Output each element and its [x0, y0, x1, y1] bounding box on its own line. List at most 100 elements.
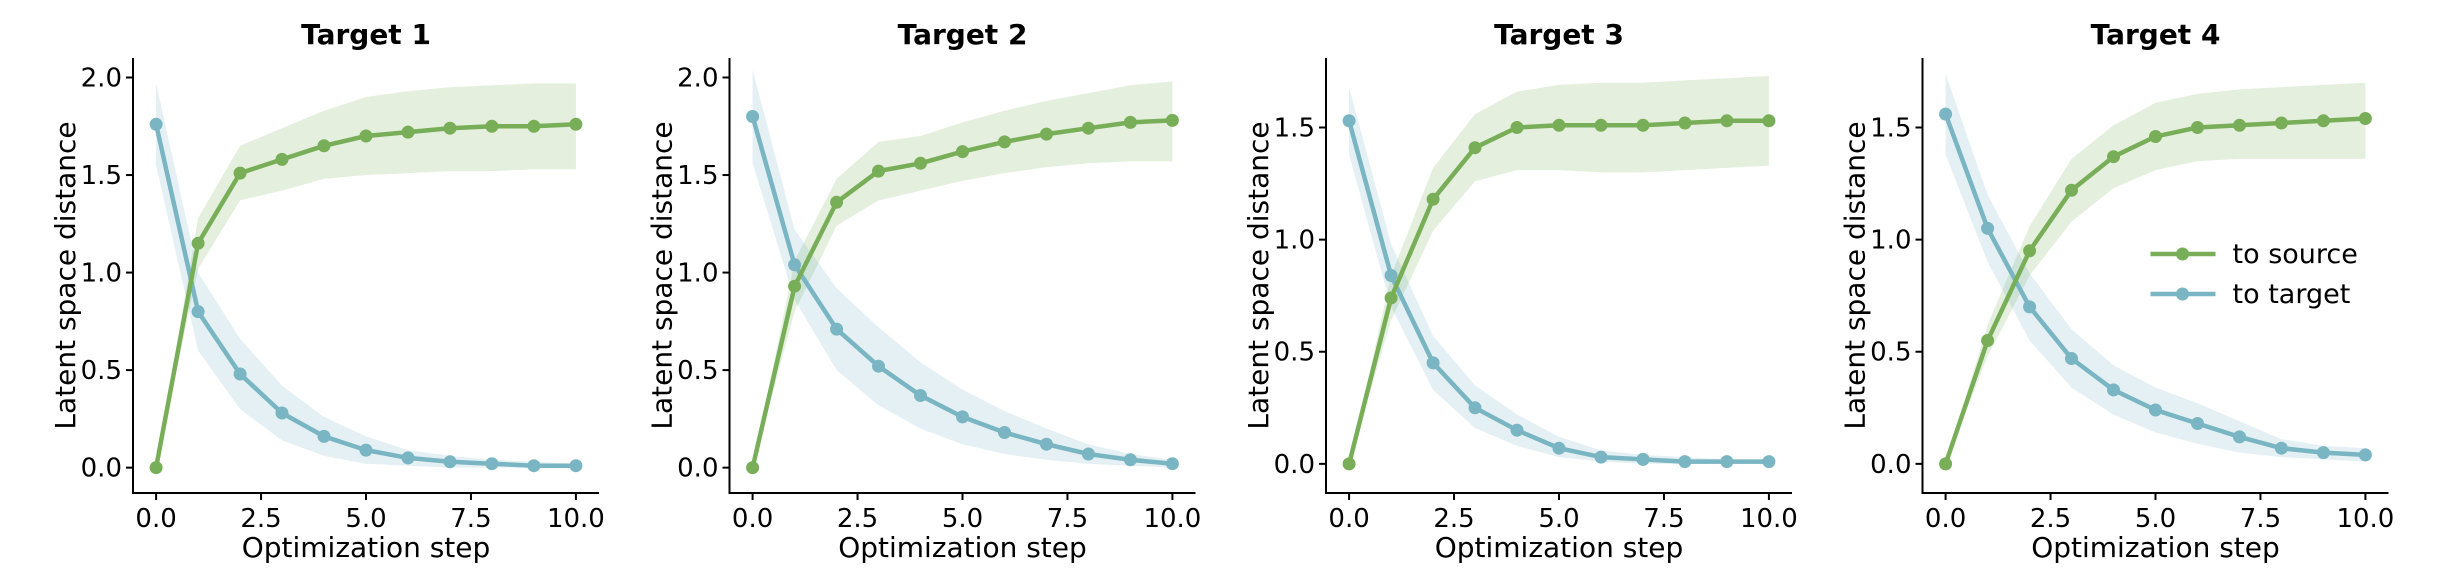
point-to-target — [746, 110, 760, 123]
x-tick-label: 5.0 — [942, 504, 983, 534]
point-to-target — [1678, 455, 1692, 469]
chart-panel-1: 0.0 0.5 1.0 1.5 2.0 0.0 2.5 5.0 7.5 10.0 Target 1 O… — [49, 18, 605, 564]
legend-marker — [2176, 247, 2189, 261]
y-tick-label: 2.0 — [677, 64, 718, 94]
point-to-target — [527, 459, 541, 473]
y-tick-label: 0.5 — [1274, 338, 1315, 368]
point-to-source — [485, 119, 499, 133]
band-to-source — [156, 83, 576, 468]
x-tick-label: 10.0 — [1740, 504, 1798, 534]
x-tick-label: 2.5 — [2030, 504, 2071, 534]
legend-item-to-target: to target — [2150, 279, 2350, 310]
point-to-source — [1081, 121, 1095, 135]
point-to-source — [2023, 244, 2037, 258]
x-axis-label: Optimization step — [1435, 531, 1684, 564]
point-to-source — [1510, 121, 1524, 134]
panel-title: Target 4 — [2091, 18, 2221, 51]
point-to-target — [914, 389, 927, 402]
point-to-source — [1636, 118, 1650, 132]
point-to-target — [2023, 300, 2037, 314]
point-to-target — [1939, 107, 1953, 121]
y-axis-label: Latent space distance — [1839, 121, 1872, 429]
point-to-target — [788, 258, 802, 272]
band-to-target — [1349, 87, 1769, 464]
panel-title: Target 3 — [1494, 18, 1624, 51]
point-to-source — [2316, 114, 2330, 128]
y-tick-label: 1.0 — [677, 259, 718, 289]
legend-marker — [2176, 287, 2189, 301]
x-tick-label: 10.0 — [2336, 504, 2394, 534]
panel-title: Target 1 — [301, 18, 431, 51]
point-to-target — [1762, 455, 1776, 469]
x-tick-label: 2.5 — [240, 504, 281, 534]
point-to-target — [443, 455, 457, 469]
y-tick-label: 1.0 — [1274, 226, 1315, 256]
point-to-source — [1426, 192, 1440, 206]
point-to-target — [233, 367, 247, 381]
axes-spines — [132, 58, 599, 494]
point-to-source — [1762, 114, 1776, 128]
point-to-target — [1426, 356, 1440, 370]
point-to-source — [1165, 113, 1179, 127]
point-to-source — [443, 121, 457, 135]
point-to-source — [2065, 183, 2078, 197]
y-tick-label: 0.0 — [1870, 450, 1911, 480]
point-to-target — [2274, 441, 2288, 455]
x-axis-label: Optimization step — [838, 531, 1087, 564]
y-tick-label: 0.5 — [1870, 338, 1911, 368]
point-to-source — [1939, 457, 1953, 471]
band-to-source — [1349, 75, 1769, 464]
x-axis-label: Optimization step — [242, 531, 491, 564]
legend-item-to-source: to source — [2150, 239, 2358, 270]
point-to-source — [275, 152, 289, 166]
point-to-target — [1552, 441, 1566, 455]
x-tick-label: 0.0 — [135, 504, 176, 534]
point-to-target — [1081, 447, 1095, 461]
chart-panel-2: 0.0 0.5 1.0 1.5 2.0 0.0 2.5 5.0 7.5 10.0 Target 2 O… — [646, 18, 1202, 564]
line-to-target — [153, 122, 579, 468]
point-to-source — [233, 166, 247, 180]
point-to-source — [401, 125, 415, 139]
point-to-source — [914, 156, 927, 170]
point-to-source — [2149, 130, 2162, 143]
point-to-target — [1636, 452, 1650, 466]
y-tick-label: 1.0 — [81, 259, 122, 289]
x-tick-label: 0.0 — [732, 504, 773, 534]
band-to-source — [752, 81, 1173, 468]
point-to-source — [1552, 118, 1566, 132]
point-to-source — [1123, 115, 1137, 129]
x-tick-label: 10.0 — [547, 504, 605, 534]
point-to-source — [1720, 114, 1734, 128]
y-tick-label: 0.0 — [81, 454, 122, 484]
x-tick-label: 7.5 — [450, 504, 491, 534]
point-to-source — [956, 145, 969, 159]
point-to-target — [1040, 437, 1053, 451]
x-tick-label: 7.5 — [1643, 504, 1684, 534]
y-tick-label: 1.5 — [1274, 114, 1315, 144]
point-to-target — [1384, 269, 1398, 282]
point-to-source — [830, 195, 844, 209]
point-to-source — [872, 164, 885, 178]
point-to-source — [191, 236, 205, 250]
band-to-target — [752, 69, 1173, 468]
x-tick-label: 0.0 — [1925, 504, 1966, 534]
point-to-source — [998, 135, 1011, 149]
chart-panel-4: 0.0 0.5 1.0 1.5 0.0 2.5 5.0 7.5 10.0 Target 4 Opti… — [1839, 18, 2395, 564]
x-axis-label: Optimization step — [2031, 531, 2280, 564]
x-tick-label: 5.0 — [345, 504, 386, 534]
y-axis-label: Latent space distance — [646, 121, 679, 429]
point-to-target — [359, 443, 373, 457]
point-to-target — [2149, 403, 2162, 417]
x-tick-label: 2.5 — [1433, 504, 1474, 534]
x-tick-label: 2.5 — [837, 504, 878, 534]
point-to-source — [1468, 141, 1482, 155]
point-to-target — [2107, 383, 2120, 397]
point-to-source — [1040, 127, 1053, 141]
point-to-target — [485, 457, 499, 471]
point-to-target — [1594, 450, 1608, 464]
point-to-source — [527, 119, 541, 133]
point-to-source — [1342, 457, 1356, 471]
line-to-source — [153, 122, 579, 470]
point-to-target — [2233, 430, 2246, 444]
